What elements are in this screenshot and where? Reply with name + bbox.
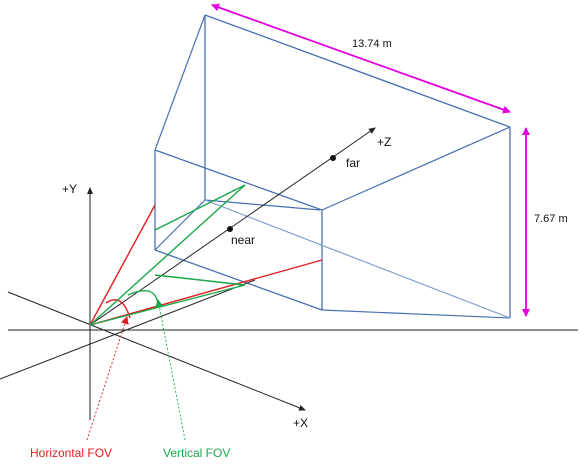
- y-axis-label: +Y: [62, 182, 77, 196]
- height-label: 7.67 m: [534, 213, 568, 225]
- vertical-fov-lines: [89, 184, 246, 326]
- near-label: near: [231, 233, 255, 247]
- horizontal-fov-label: Horizontal FOV: [30, 446, 112, 460]
- frustum-edges: [154, 14, 511, 319]
- vertical-fov-label: Vertical FOV: [163, 446, 230, 460]
- horizontal-fov-lines: [89, 204, 323, 326]
- x-axis-label: +X: [293, 416, 308, 430]
- width-label: 13.74 m: [352, 38, 392, 50]
- width-dimension-arrow: [211, 3, 511, 114]
- ground-line: [0, 279, 256, 380]
- x-axis: [7, 291, 306, 411]
- z-axis-label: +Z: [377, 135, 391, 149]
- near-point: [227, 226, 233, 232]
- axes: [0, 127, 578, 420]
- vertical-fov-pointer: [155, 299, 186, 441]
- far-point: [330, 155, 336, 161]
- far-label: far: [346, 156, 360, 170]
- horizontal-fov-pointer: [86, 316, 129, 441]
